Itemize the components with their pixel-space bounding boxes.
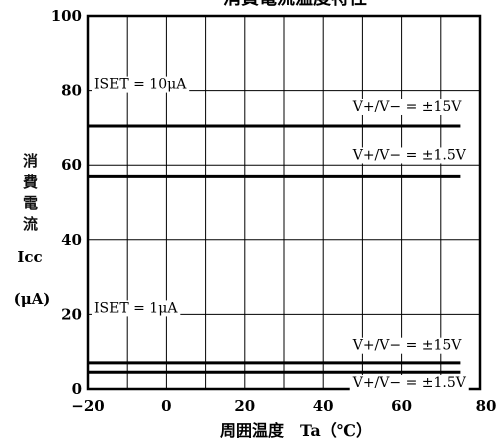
y-axis-label-symbol: Icc bbox=[17, 248, 42, 266]
annotation-background bbox=[349, 375, 469, 391]
annotation-background bbox=[92, 300, 181, 317]
plot-frame bbox=[86, 14, 482, 391]
y-tick-label: 20 bbox=[61, 305, 82, 323]
y-tick-label: 100 bbox=[51, 7, 82, 25]
x-tick-label: 40 bbox=[313, 397, 334, 415]
annotations: ISET = 10μA V+/V− = ±15V V+/V− = ±1.5V ISET… bbox=[92, 76, 469, 391]
x-tick-label: 0 bbox=[161, 397, 171, 415]
x-tick-label: 20 bbox=[234, 397, 255, 415]
annotation-label: V+/V− = ±1.5V bbox=[352, 147, 467, 163]
y-axis-label-char: 電 bbox=[23, 194, 39, 212]
annotation-label: V+/V− = ±15V bbox=[352, 99, 463, 115]
annotation-label: ISET = 1μA bbox=[94, 300, 178, 316]
y-tick-label: 0 bbox=[72, 380, 82, 398]
annotation-label: V+/V− = ±1.5V bbox=[352, 375, 467, 391]
x-tick-label: 80 bbox=[476, 397, 497, 415]
y-tick-labels: 0 20 40 60 80 100 bbox=[51, 7, 82, 398]
y-axis-label-unit: (μA) bbox=[14, 290, 51, 308]
y-tick-label: 40 bbox=[61, 231, 82, 249]
annotation-background bbox=[349, 98, 465, 115]
annotation-label: ISET = 10μA bbox=[94, 77, 187, 93]
grid-lines bbox=[88, 16, 480, 389]
annotation-background bbox=[92, 76, 190, 93]
y-axis-label-char: 流 bbox=[23, 215, 39, 233]
annotation-label: V+/V− = ±15V bbox=[352, 338, 463, 354]
x-tick-labels: −20 0 20 40 60 80 bbox=[71, 397, 496, 415]
y-tick-label: 60 bbox=[61, 156, 82, 174]
x-tick-label: 60 bbox=[391, 397, 412, 415]
annotation-background bbox=[349, 147, 469, 164]
x-tick-label: −20 bbox=[71, 397, 104, 415]
chart-title-fragment: 消費電流温度特性 bbox=[223, 0, 367, 9]
y-axis-label-char: 消 bbox=[23, 152, 39, 170]
series-lines bbox=[88, 124, 461, 374]
x-axis-label: 周囲温度 Ta（℃） bbox=[220, 421, 372, 440]
y-axis-label-char: 費 bbox=[23, 173, 39, 191]
annotation-background bbox=[349, 337, 465, 354]
y-tick-label: 80 bbox=[61, 82, 82, 100]
